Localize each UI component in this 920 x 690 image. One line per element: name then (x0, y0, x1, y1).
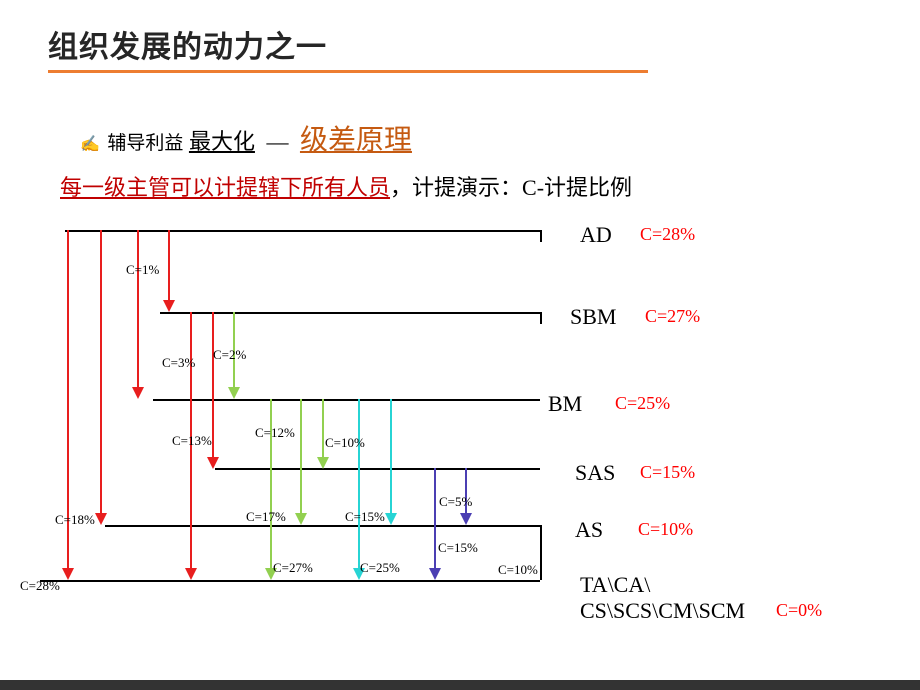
level-line (215, 468, 540, 470)
arrow-label: C=13% (172, 433, 212, 449)
level-label-line2: CS\SCS\CM\SCM (580, 598, 745, 624)
subtitle-line: ✍ 辅导利益 最大化 — 级差原理 (80, 118, 412, 158)
level-line (40, 580, 540, 582)
level-label: BM (548, 391, 582, 417)
level-label: SAS (575, 460, 615, 486)
level-line (105, 525, 540, 527)
level-line (160, 312, 540, 314)
level-c-value: C=25% (615, 393, 670, 414)
description-red: 每一级主管可以计提辖下所有人员 (60, 175, 390, 200)
level-label: AD (580, 222, 612, 248)
level-c-value: C=10% (638, 519, 693, 540)
arrow-label: C=2% (213, 347, 246, 363)
description-black: ，计提演示：C-计提比例 (390, 175, 632, 200)
level-label: TA\CA\ (580, 572, 650, 598)
arrow-label: C=28% (20, 578, 60, 594)
title-divider (48, 70, 648, 73)
level-end-tick (540, 525, 542, 580)
subtitle-prefix: 辅导利益 (107, 133, 183, 154)
level-c-value: C=28% (640, 224, 695, 245)
level-c-value: C=15% (640, 462, 695, 483)
description-line: 每一级主管可以计提辖下所有人员，计提演示：C-计提比例 (60, 170, 632, 202)
arrow-label: C=18% (55, 512, 95, 528)
subtitle-principle: 级差原理 (300, 125, 412, 156)
arrow-label: C=1% (126, 262, 159, 278)
arrow-label: C=5% (439, 494, 472, 510)
arrow-label: C=15% (345, 509, 385, 525)
subtitle-maxify: 最大化 (189, 129, 255, 154)
arrow-label: C=10% (498, 562, 538, 578)
arrow-label: C=27% (273, 560, 313, 576)
level-end-tick (540, 230, 542, 242)
arrow-label: C=15% (438, 540, 478, 556)
level-c-value: C=0% (776, 600, 822, 621)
footer-shadow (0, 680, 920, 690)
arrow-label: C=12% (255, 425, 295, 441)
arrow-label: C=25% (360, 560, 400, 576)
subtitle-dash: — (266, 129, 288, 154)
arrow-label: C=10% (325, 435, 365, 451)
arrow-label: C=17% (246, 509, 286, 525)
slide: 组织发展的动力之一 ✍ 辅导利益 最大化 — 级差原理 每一级主管可以计提辖下所… (0, 0, 920, 680)
hierarchy-diagram: AD C=28% SBM C=27% BM C=25% SAS C=15% AS C=10% TA\… (20, 220, 900, 640)
level-label: SBM (570, 304, 616, 330)
level-c-value: C=27% (645, 306, 700, 327)
arrow-label: C=3% (162, 355, 195, 371)
level-label: AS (575, 517, 603, 543)
level-end-tick (540, 312, 542, 324)
page-title: 组织发展的动力之一 (48, 22, 327, 66)
pencil-icon: ✍ (80, 134, 100, 154)
